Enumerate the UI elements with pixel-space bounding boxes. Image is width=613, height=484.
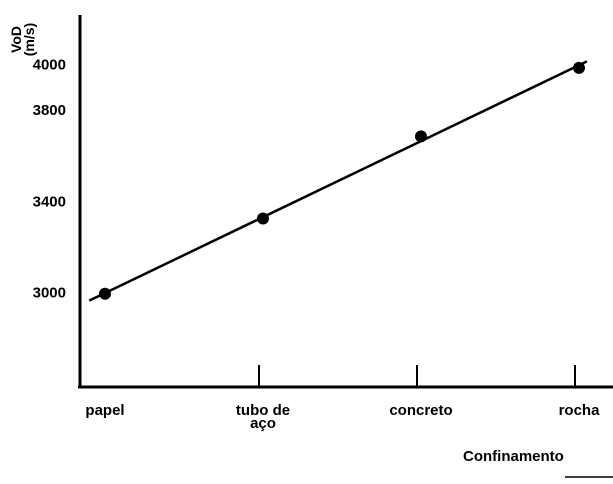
y-tick-label: 3000	[33, 285, 66, 302]
trend-line	[88, 60, 588, 302]
x-tick-label: concreto	[389, 402, 453, 419]
x-tick-label: tubo de aço	[235, 402, 291, 432]
y-axis-label: VoD (m/s)	[8, 22, 37, 57]
data-point	[573, 61, 585, 74]
x-tick-label: papel	[85, 402, 125, 419]
data-point	[257, 212, 269, 225]
data-point	[99, 287, 111, 300]
y-tick-label: 3800	[33, 102, 66, 119]
y-tick-label: 3400	[33, 193, 66, 210]
x-tick-label: rocha	[558, 402, 600, 419]
y-tick-label: 4000	[33, 57, 66, 74]
data-point	[415, 130, 427, 143]
x-axis-label: Confinamento	[463, 448, 564, 465]
